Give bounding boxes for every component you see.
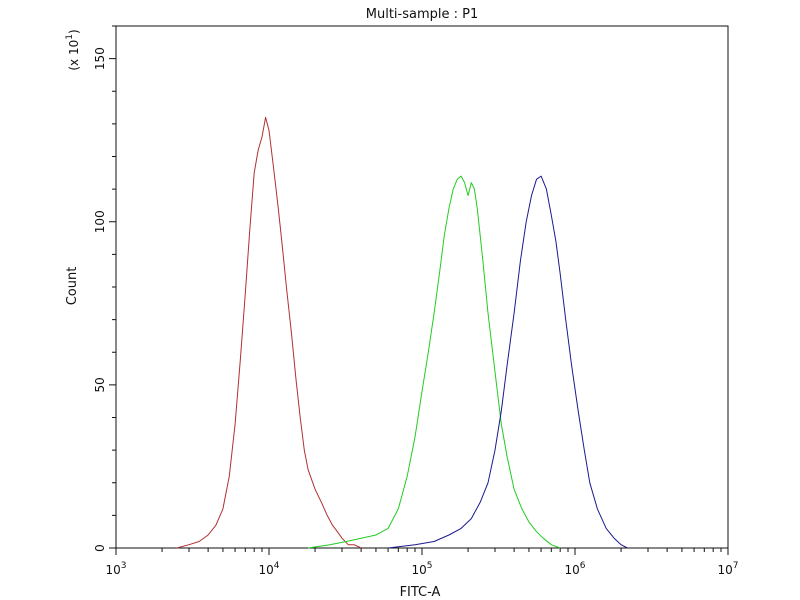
svg-text:150: 150: [93, 47, 107, 70]
x-tick-label: 104: [258, 561, 279, 577]
svg-text:(x 101): (x 101): [65, 29, 81, 70]
plot-frame: [115, 25, 729, 549]
series-layer: [176, 116, 628, 549]
x-tick-label: 106: [564, 561, 585, 577]
y-tick-label: 0: [93, 544, 107, 552]
svg-text:0: 0: [93, 544, 107, 552]
y-tick-label: 100: [93, 210, 107, 233]
y-tick-label: 50: [93, 377, 107, 392]
svg-text:50: 50: [93, 377, 107, 392]
y-axis-title: Count: [65, 267, 80, 306]
chart-title: Multi-sample : P1: [366, 7, 479, 22]
x-tick-label: 103: [105, 561, 126, 577]
y-tick-label: 150: [93, 47, 107, 70]
y-multiplier-close: ): [67, 29, 81, 34]
axes-layer: 103 104 105 106 107 0 50 100 150: [93, 25, 739, 577]
svg-text:100: 100: [93, 210, 107, 233]
histogram-series-1: [176, 116, 362, 549]
x-axis-title: FITC-A: [400, 585, 441, 600]
histogram-series-3: [388, 175, 628, 549]
histogram-series-2: [308, 175, 561, 549]
y-multiplier-prefix: (x 10: [67, 40, 81, 71]
x-tick-label: 107: [717, 561, 738, 577]
x-tick-label: 105: [411, 561, 432, 577]
y-multiplier-label: (x 101): [65, 29, 81, 70]
svg-text:Count: Count: [65, 267, 80, 306]
y-multiplier-exp: 1: [65, 34, 75, 40]
